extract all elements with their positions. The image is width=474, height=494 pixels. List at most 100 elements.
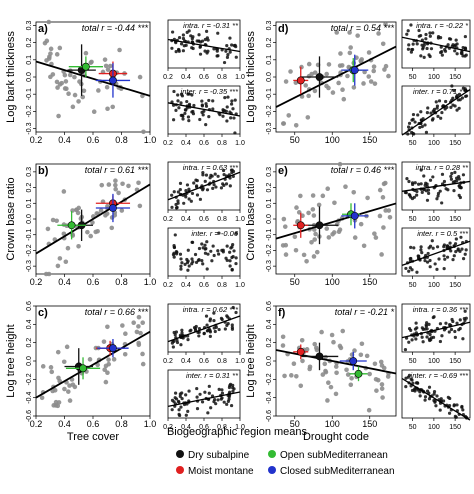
data-point xyxy=(294,205,299,210)
data-point xyxy=(457,177,461,181)
data-point xyxy=(172,251,176,255)
x-tick-label: 100 xyxy=(428,216,440,223)
panel-c_intra: 0.2 0.4 0.6 0.8 1.0 intra. r = 0.62 *** xyxy=(163,303,245,365)
data-point xyxy=(420,335,424,339)
data-point xyxy=(407,269,411,273)
data-point xyxy=(457,106,461,110)
x-axis-label: Tree cover xyxy=(67,431,120,443)
data-point xyxy=(420,251,424,255)
data-point xyxy=(324,226,330,231)
data-point xyxy=(351,85,357,90)
data-point xyxy=(39,395,45,401)
data-point xyxy=(415,42,419,46)
data-point xyxy=(416,113,420,117)
data-point xyxy=(234,256,238,260)
data-point xyxy=(213,329,217,334)
x-tick-label: 100 xyxy=(325,419,340,429)
data-point xyxy=(428,54,432,59)
data-point xyxy=(172,89,176,94)
data-point xyxy=(375,377,381,383)
data-point xyxy=(414,321,418,325)
data-point xyxy=(377,213,383,219)
data-point xyxy=(381,225,386,230)
data-point xyxy=(225,55,230,60)
data-point xyxy=(204,104,209,108)
data-point xyxy=(205,188,210,192)
x-tick-label: 0.2 xyxy=(30,135,43,145)
data-point xyxy=(67,398,73,403)
data-point xyxy=(120,181,125,187)
data-point xyxy=(380,195,386,200)
data-point xyxy=(207,115,211,119)
data-point xyxy=(48,74,53,80)
trend-line xyxy=(35,60,151,97)
data-point xyxy=(447,330,451,334)
data-point xyxy=(212,253,216,258)
data-point xyxy=(175,205,179,210)
data-point xyxy=(448,396,452,401)
data-point xyxy=(386,73,391,79)
stat-annotation: intra. r = -0.22 * xyxy=(416,21,469,30)
data-point xyxy=(63,259,69,265)
data-point xyxy=(403,347,408,352)
data-point xyxy=(179,405,183,409)
stat-annotation: inter. r = -0.69 *** xyxy=(411,371,470,380)
data-point xyxy=(113,186,118,192)
data-point xyxy=(213,172,217,176)
data-point xyxy=(62,72,68,78)
data-point xyxy=(436,194,440,198)
data-point xyxy=(54,52,60,57)
x-tick-label: 0.2 xyxy=(163,216,173,223)
data-point xyxy=(341,96,347,102)
data-point xyxy=(437,257,441,261)
data-point xyxy=(337,161,343,167)
data-point xyxy=(222,183,226,187)
data-point xyxy=(280,343,286,348)
panel-letter: d) xyxy=(278,23,289,35)
stat-annotation: total r = -0.44 *** xyxy=(82,23,149,33)
group-mean-marker xyxy=(81,62,90,71)
data-point xyxy=(175,338,179,342)
data-point xyxy=(409,328,413,332)
data-point xyxy=(212,326,216,330)
data-point xyxy=(178,181,183,185)
data-point xyxy=(70,382,76,387)
data-point xyxy=(184,189,188,193)
x-tick-label: 1.0 xyxy=(144,277,157,287)
data-point xyxy=(418,394,422,398)
data-point xyxy=(325,186,331,192)
data-point xyxy=(405,177,409,181)
data-point xyxy=(229,403,234,408)
panel-f_intra: 50 100 150 intra. r = 0.36 *** xyxy=(401,303,471,365)
data-point xyxy=(190,240,194,244)
data-point xyxy=(178,252,183,256)
data-point xyxy=(212,400,216,404)
data-point xyxy=(452,189,456,193)
data-point xyxy=(442,267,446,271)
y-tick-label: 0.2 xyxy=(266,338,273,348)
data-point xyxy=(230,168,234,172)
data-point xyxy=(187,119,191,123)
data-point xyxy=(309,71,315,77)
data-point xyxy=(192,181,196,185)
data-point xyxy=(187,264,191,268)
data-point xyxy=(365,195,370,201)
group-mean-marker xyxy=(315,73,324,81)
data-point xyxy=(179,264,183,268)
data-point xyxy=(439,116,443,120)
data-point xyxy=(413,120,417,124)
data-point xyxy=(414,337,418,341)
data-point xyxy=(377,187,383,193)
data-point xyxy=(186,115,191,119)
data-point xyxy=(230,323,234,327)
data-point xyxy=(186,248,190,252)
x-tick-label: 150 xyxy=(362,135,377,145)
data-point xyxy=(362,69,367,75)
data-point xyxy=(440,334,444,338)
data-point xyxy=(431,175,435,179)
data-point xyxy=(442,243,447,247)
data-point xyxy=(440,53,444,57)
data-point xyxy=(186,409,190,413)
data-point xyxy=(201,188,205,192)
data-point xyxy=(451,103,455,107)
